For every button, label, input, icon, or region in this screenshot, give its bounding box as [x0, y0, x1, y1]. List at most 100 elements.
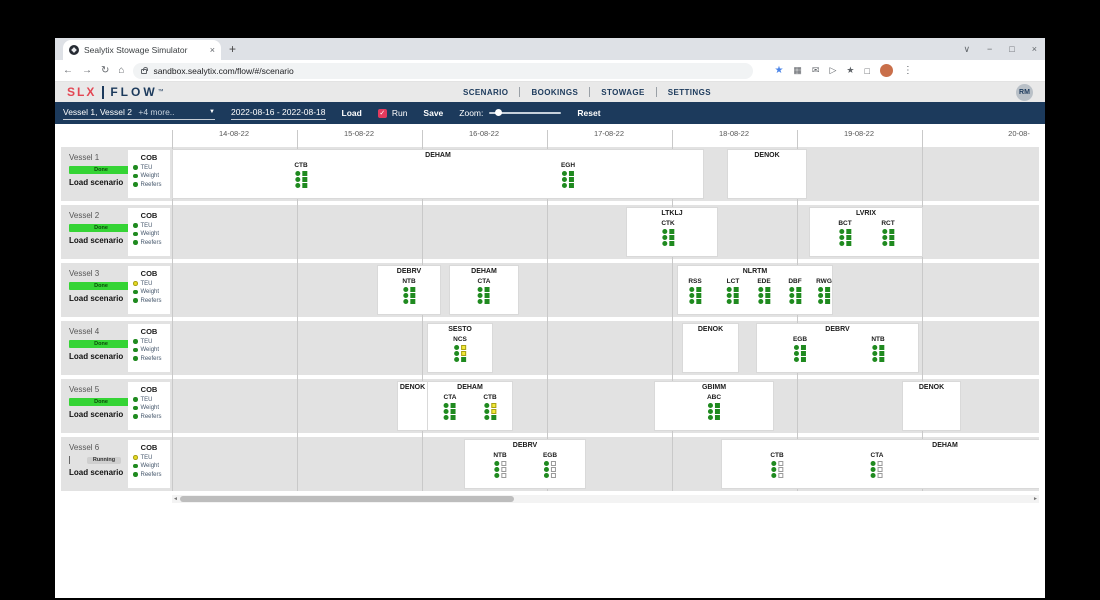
- nav-item-stowage[interactable]: STOWAGE: [601, 87, 645, 97]
- forward-icon[interactable]: →: [82, 65, 92, 76]
- load-scenario-link[interactable]: Load scenario: [69, 294, 124, 303]
- scrollbar-thumb[interactable]: [180, 496, 514, 502]
- url-field[interactable]: sandbox.sealytix.com/flow/#/scenario: [133, 62, 754, 79]
- tab-close-icon[interactable]: ×: [209, 45, 215, 55]
- vessel-name: Vessel 1: [69, 153, 100, 162]
- nav-item-settings[interactable]: SETTINGS: [667, 87, 711, 97]
- port-block[interactable]: DEBRV EGB NTB: [757, 324, 918, 372]
- status-square: [845, 241, 851, 246]
- port-block[interactable]: LTKLJ CTK: [627, 208, 717, 256]
- status-square: [845, 235, 851, 240]
- status-badge-label: Done: [94, 399, 108, 405]
- terminal-grid-row: [544, 473, 556, 478]
- terminal: CTA: [870, 452, 883, 478]
- scroll-left-arrow-icon[interactable]: ◄: [173, 496, 178, 502]
- port-block[interactable]: DEHAM CTB EGH: [173, 150, 703, 198]
- port-block[interactable]: DENOK: [683, 324, 738, 372]
- port-block[interactable]: GBIMM ABC: [655, 382, 773, 430]
- scroll-right-arrow-icon[interactable]: ►: [1033, 496, 1038, 502]
- home-icon[interactable]: ⌂: [118, 65, 125, 76]
- port-block[interactable]: DENOK: [728, 150, 806, 198]
- status-square: [878, 351, 884, 356]
- terminal: NCS: [453, 336, 467, 362]
- nav-item-bookings[interactable]: BOOKINGS: [531, 87, 579, 97]
- user-avatar[interactable]: RM: [1016, 83, 1033, 101]
- new-tab-button[interactable]: +: [229, 42, 237, 56]
- load-scenario-link[interactable]: Load scenario: [69, 468, 124, 477]
- terminal-grid-row: [493, 461, 506, 466]
- port-block[interactable]: DENOK: [398, 382, 427, 430]
- port-block[interactable]: LVRIX BCT RCT: [810, 208, 922, 256]
- tab-search-icon[interactable]: ∨: [963, 43, 971, 54]
- zoom-slider-thumb[interactable]: [495, 109, 503, 116]
- extension-icon-1[interactable]: ▦: [793, 65, 802, 75]
- browser-tab[interactable]: Sealytix Stowage Simulator ×: [63, 40, 221, 60]
- extension-icon-2[interactable]: ✉: [811, 65, 820, 75]
- save-button[interactable]: Save: [423, 108, 444, 118]
- status-circle: [708, 415, 713, 420]
- zoom-label: Zoom:: [459, 108, 484, 118]
- status-square: [801, 351, 806, 356]
- terminal-grid-row: [402, 287, 415, 292]
- port-block[interactable]: DENOK: [903, 382, 960, 430]
- vessel-info-panel: Vessel 5 Done Load scenario: [63, 379, 133, 433]
- load-scenario-link[interactable]: Load scenario: [69, 236, 124, 245]
- terminal-grid-row: [871, 357, 884, 362]
- timeline-date-label: 19-08-22: [843, 129, 875, 138]
- status-square: [409, 287, 415, 292]
- reset-button[interactable]: Reset: [577, 108, 601, 118]
- extension-icon-3[interactable]: ▷: [829, 65, 837, 75]
- terminal-label: RWG: [816, 278, 832, 285]
- terminal: CTA: [444, 394, 456, 420]
- extension-icon-5[interactable]: □: [864, 65, 870, 76]
- port-block[interactable]: DEHAM CTA CTB: [428, 382, 512, 430]
- back-icon[interactable]: ←: [63, 65, 73, 76]
- browser-address-bar: ← → ↻ ⌂ sandbox.sealytix.com/flow/#/scenari…: [55, 60, 1045, 82]
- cob-indicator-label: TEU: [140, 396, 153, 403]
- terminal-grid-row: [477, 299, 490, 304]
- port-block[interactable]: NLRTM RSS LCT EDE DBF RWG: [678, 266, 832, 314]
- timeline-date-label: 18-08-22: [718, 129, 750, 138]
- extension-icon-4[interactable]: ★: [846, 65, 855, 75]
- vessel-select[interactable]: Vessel 1, Vessel 2 +4 more.. ▼: [63, 107, 215, 120]
- terminal-grid-row: [708, 403, 720, 408]
- minimize-icon[interactable]: −: [987, 44, 993, 54]
- status-circle: [870, 473, 876, 478]
- browser-menu-icon[interactable]: ⋮: [902, 65, 913, 76]
- bookmark-star-icon[interactable]: ★: [774, 65, 784, 76]
- status-badge-label: Running: [86, 456, 122, 464]
- date-range-input[interactable]: 2022-08-16 - 2022-08-18: [231, 107, 326, 120]
- vessel-name: Vessel 3: [69, 269, 100, 278]
- status-badge-label: Done: [94, 167, 108, 173]
- maximize-icon[interactable]: □: [1009, 44, 1015, 54]
- vessel-info-panel: Vessel 4 Done Load scenario: [63, 321, 133, 375]
- terminal-label: NTB: [871, 336, 885, 343]
- port-label: DEHAM: [932, 442, 958, 449]
- port-block[interactable]: DEHAM CTA: [450, 266, 518, 314]
- status-circle: [788, 299, 794, 304]
- port-label: GBIMM: [701, 384, 727, 391]
- port-block[interactable]: SESTO NCS: [428, 324, 492, 372]
- cob-indicator-label: Weight: [140, 463, 160, 469]
- port-block[interactable]: DEBRV NTB EGB: [465, 440, 585, 488]
- load-scenario-link[interactable]: Load scenario: [69, 352, 124, 361]
- load-button[interactable]: Load: [341, 108, 362, 118]
- load-scenario-link[interactable]: Load scenario: [69, 178, 124, 187]
- status-circle: [818, 299, 823, 304]
- lock-icon: [141, 67, 148, 74]
- browser-profile-avatar[interactable]: [879, 64, 893, 77]
- terminal-grid-row: [794, 357, 806, 362]
- status-square: [877, 473, 883, 478]
- run-checkbox[interactable]: ✓: [377, 108, 387, 118]
- zoom-slider[interactable]: [489, 109, 562, 116]
- port-block[interactable]: DEBRV NTB: [378, 266, 440, 314]
- nav-item-scenario[interactable]: SCENARIO: [463, 87, 509, 97]
- terminal-grid-row: [871, 351, 884, 356]
- reefers-status-dot: [133, 298, 138, 303]
- load-scenario-link[interactable]: Load scenario: [69, 410, 124, 419]
- terminal-status-grid: [788, 287, 801, 304]
- reload-icon[interactable]: ↻: [101, 65, 110, 76]
- close-icon[interactable]: ×: [1031, 44, 1037, 54]
- horizontal-scrollbar[interactable]: ◄ ►: [172, 495, 1039, 503]
- port-block[interactable]: DEHAM CTB CTA: [722, 440, 1039, 488]
